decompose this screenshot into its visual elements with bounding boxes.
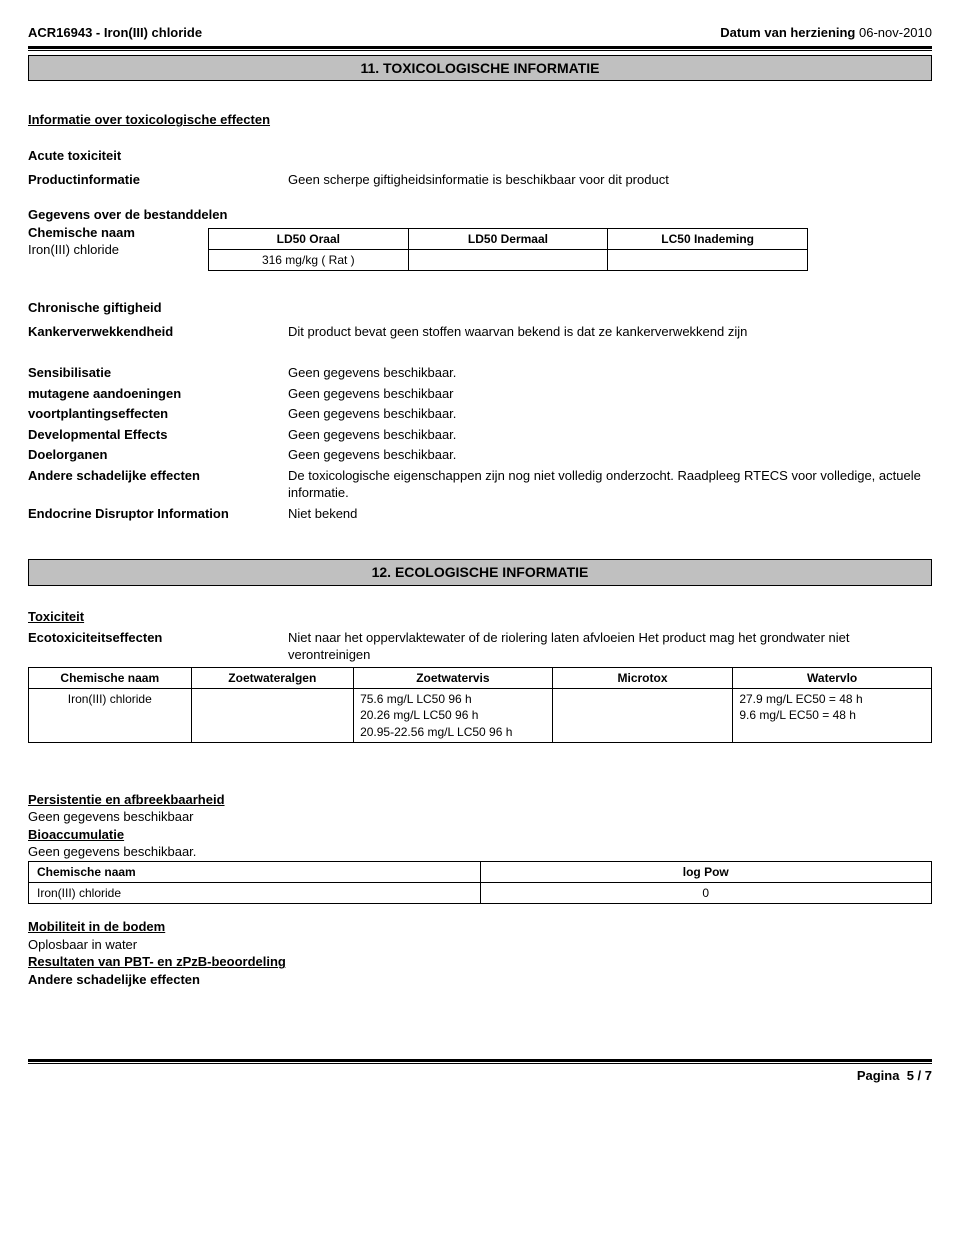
prop-value: Geen gegevens beschikbaar. xyxy=(288,426,932,444)
ld50-h1: LD50 Dermaal xyxy=(408,228,608,249)
kanker-row: Kankerverwekkendheid Dit product bevat g… xyxy=(28,323,932,341)
header-right: Datum van herziening 06-nov-2010 xyxy=(720,24,932,42)
table-row: 316 mg/kg ( Rat ) xyxy=(209,249,808,270)
ld50-c0: 316 mg/kg ( Rat ) xyxy=(209,249,409,270)
ld50-left-value: Iron(III) chloride xyxy=(28,241,208,259)
prop-value: De toxicologische eigenschappen zijn nog… xyxy=(288,467,932,502)
other-effects-heading: Andere schadelijke effecten xyxy=(28,971,932,989)
prop-label: Andere schadelijke effecten xyxy=(28,467,288,502)
logpow-table: Chemische naam log Pow Iron(III) chlorid… xyxy=(28,861,932,904)
ld50-c2 xyxy=(608,249,808,270)
gegevens-heading: Gegevens over de bestanddelen xyxy=(28,206,932,224)
prop-label: Endocrine Disruptor Information xyxy=(28,505,288,523)
eco-fish: 75.6 mg/L LC50 96 h 20.26 mg/L LC50 96 h… xyxy=(354,689,553,743)
prop-label: voortplantingseffecten xyxy=(28,405,288,423)
eco-h3: Microtox xyxy=(552,668,733,689)
table-row: Iron(III) chloride 0 xyxy=(29,883,932,904)
ecotox-value: Niet naar het oppervlaktewater of de rio… xyxy=(288,629,932,664)
bioacc-heading: Bioaccumulatie xyxy=(28,826,932,844)
ld50-h2: LC50 Inademing xyxy=(608,228,808,249)
logpow-h0: Chemische naam xyxy=(29,861,481,882)
header-left: ACR16943 - Iron(III) chloride xyxy=(28,24,202,42)
acute-tox-heading: Acute toxiciteit xyxy=(28,147,932,165)
mobility-value: Oplosbaar in water xyxy=(28,936,932,954)
prop-row: SensibilisatieGeen gegevens beschikbaar. xyxy=(28,364,932,382)
productinfo-row: Productinformatie Geen scherpe giftighei… xyxy=(28,171,932,189)
ld50-block: Chemische naam Iron(III) chloride LD50 O… xyxy=(28,224,932,271)
table-row: Iron(III) chloride 75.6 mg/L LC50 96 h 2… xyxy=(29,689,932,743)
prop-value: Niet bekend xyxy=(288,505,932,523)
persist-heading: Persistentie en afbreekbaarheid xyxy=(28,791,932,809)
page-footer: Pagina 5 / 7 xyxy=(28,1059,932,1085)
chron-heading: Chronische giftigheid xyxy=(28,299,932,317)
productinfo-value: Geen scherpe giftigheidsinformatie is be… xyxy=(288,171,932,189)
header-rule-thin xyxy=(28,50,932,51)
prop-label: Doelorganen xyxy=(28,446,288,464)
footer-rule-thin xyxy=(28,1063,932,1064)
eco-h0: Chemische naam xyxy=(29,668,192,689)
ecotox-row: Ecotoxiciteitseffecten Niet naar het opp… xyxy=(28,629,932,664)
header-right-value: 06-nov-2010 xyxy=(859,25,932,40)
eco-watervlo: 27.9 mg/L EC50 = 48 h 9.6 mg/L EC50 = 48… xyxy=(733,689,932,743)
prop-row: DoelorganenGeen gegevens beschikbaar. xyxy=(28,446,932,464)
info-heading: Informatie over toxicologische effecten xyxy=(28,111,932,129)
ld50-h0: LD50 Oraal xyxy=(209,228,409,249)
table-row: LD50 Oraal LD50 Dermaal LC50 Inademing xyxy=(209,228,808,249)
prop-row: mutagene aandoeningenGeen gegevens besch… xyxy=(28,385,932,403)
prop-row: Andere schadelijke effectenDe toxicologi… xyxy=(28,467,932,502)
logpow-h1: log Pow xyxy=(480,861,932,882)
bioacc-value: Geen gegevens beschikbaar. xyxy=(28,843,932,861)
eco-name: Iron(III) chloride xyxy=(29,689,192,743)
footer-rule-thick xyxy=(28,1059,932,1062)
tox-heading: Toxiciteit xyxy=(28,609,84,624)
prop-label: mutagene aandoeningen xyxy=(28,385,288,403)
section-12-banner: 12. ECOLOGISCHE INFORMATIE xyxy=(28,559,932,586)
kanker-value: Dit product bevat geen stoffen waarvan b… xyxy=(288,323,932,341)
prop-value: Geen gegevens beschikbaar. xyxy=(288,446,932,464)
prop-value: Geen gegevens beschikbaar. xyxy=(288,405,932,423)
page-header: ACR16943 - Iron(III) chloride Datum van … xyxy=(28,24,932,42)
ld50-left-label: Chemische naam xyxy=(28,224,208,242)
prop-row: Endocrine Disruptor InformationNiet beke… xyxy=(28,505,932,523)
eco-table: Chemische naam Zoetwateralgen Zoetwaterv… xyxy=(28,667,932,743)
prop-row: voortplantingseffectenGeen gegevens besc… xyxy=(28,405,932,423)
prop-label: Sensibilisatie xyxy=(28,364,288,382)
ecotox-label: Ecotoxiciteitseffecten xyxy=(28,629,288,664)
eco-algae xyxy=(191,689,354,743)
page-value: 5 / 7 xyxy=(907,1067,932,1085)
persist-value: Geen gegevens beschikbaar xyxy=(28,808,932,826)
prop-value: Geen gegevens beschikbaar xyxy=(288,385,932,403)
prop-row: Developmental EffectsGeen gegevens besch… xyxy=(28,426,932,444)
section-11-banner: 11. TOXICOLOGISCHE INFORMATIE xyxy=(28,55,932,82)
header-rule-thick xyxy=(28,46,932,49)
table-row: Chemische naam Zoetwateralgen Zoetwaterv… xyxy=(29,668,932,689)
productinfo-label: Productinformatie xyxy=(28,171,288,189)
logpow-c1: 0 xyxy=(480,883,932,904)
table-row: Chemische naam log Pow xyxy=(29,861,932,882)
eco-h2: Zoetwatervis xyxy=(354,668,553,689)
mobility-heading: Mobiliteit in de bodem xyxy=(28,918,932,936)
prop-label: Developmental Effects xyxy=(28,426,288,444)
logpow-c0: Iron(III) chloride xyxy=(29,883,481,904)
eco-h1: Zoetwateralgen xyxy=(191,668,354,689)
ld50-c1 xyxy=(408,249,608,270)
page-label: Pagina xyxy=(857,1067,900,1085)
ld50-table: LD50 Oraal LD50 Dermaal LC50 Inademing 3… xyxy=(208,228,808,271)
eco-microtox xyxy=(552,689,733,743)
eco-h4: Watervlo xyxy=(733,668,932,689)
ld50-left: Chemische naam Iron(III) chloride xyxy=(28,224,208,259)
kanker-label: Kankerverwekkendheid xyxy=(28,323,288,341)
header-right-label: Datum van herziening xyxy=(720,25,855,40)
pbt-heading: Resultaten van PBT- en zPzB-beoordeling xyxy=(28,953,932,971)
prop-value: Geen gegevens beschikbaar. xyxy=(288,364,932,382)
